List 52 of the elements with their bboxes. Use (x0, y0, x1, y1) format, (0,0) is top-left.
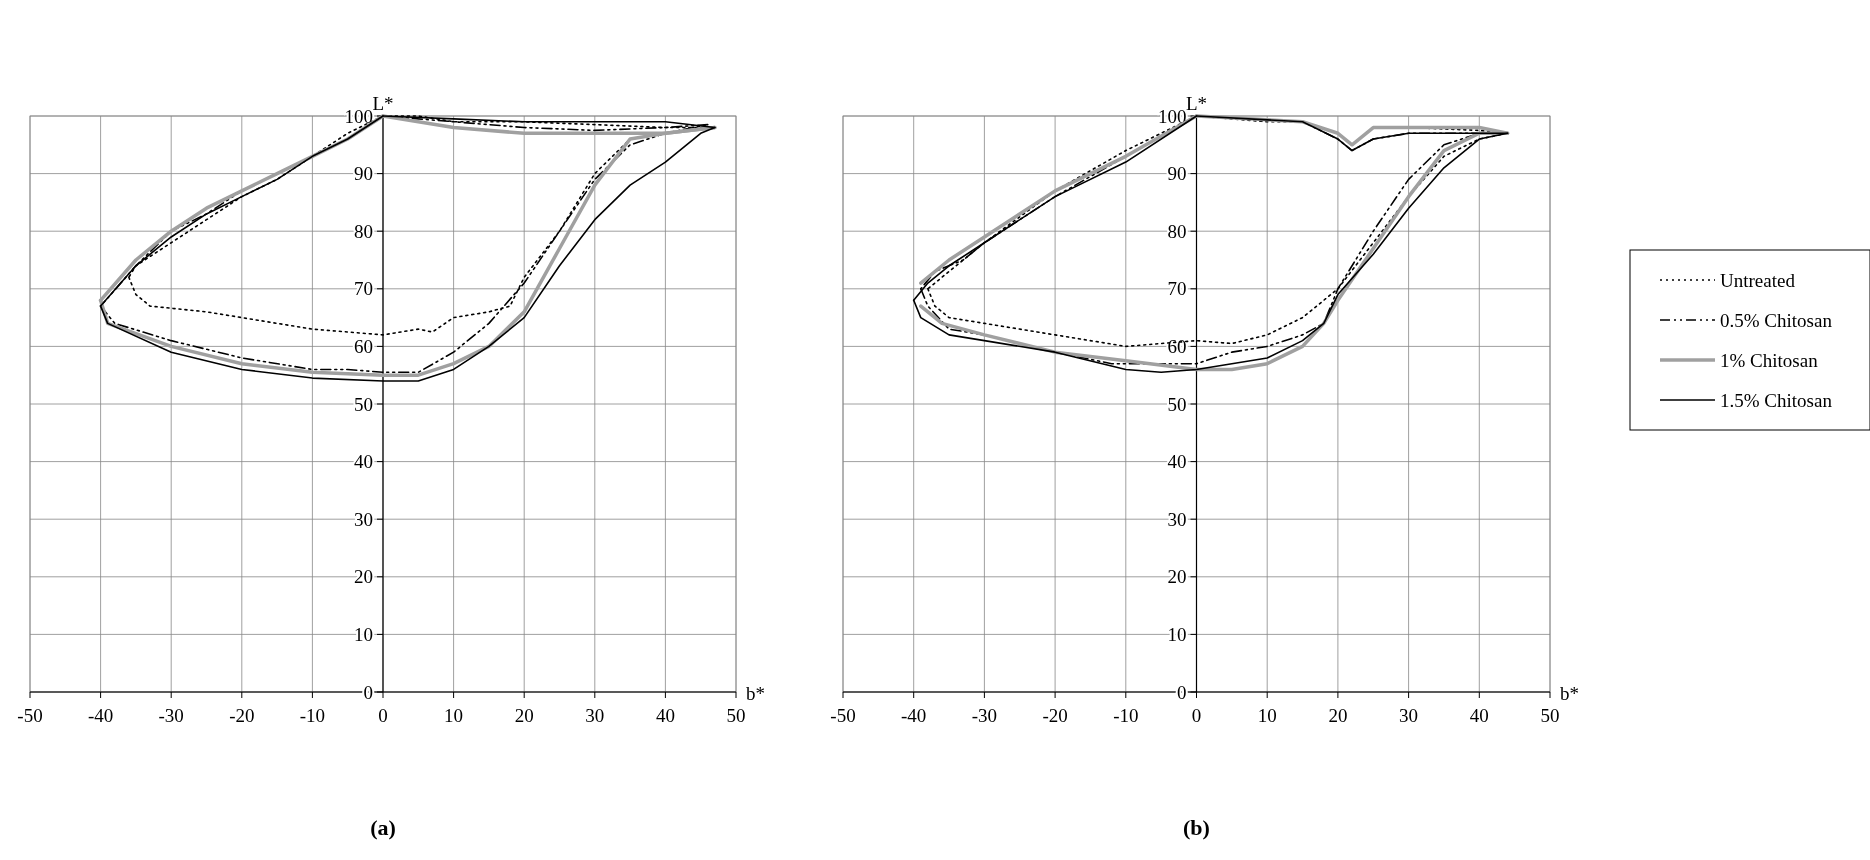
x-tick-label: 10 (1257, 705, 1277, 726)
y-tick-label: 60 (354, 336, 373, 358)
x-tick-label: 30 (1399, 705, 1419, 726)
legend-label: 1% Chitosan (1720, 349, 1819, 371)
y-tick-label: 60 (1167, 336, 1187, 358)
y-tick-label: 30 (1167, 508, 1187, 530)
x-tick-label: 0 (378, 705, 388, 726)
x-tick-label: -40 (901, 705, 927, 726)
y-tick-label: 40 (1167, 451, 1187, 473)
x-tick-label: -30 (158, 705, 184, 726)
y-tick-label: 10 (1167, 624, 1187, 646)
legend-label: 0.5% Chitosan (1720, 309, 1833, 331)
y-tick-label: 90 (1167, 163, 1187, 185)
y-tick-label: 30 (354, 508, 373, 530)
x-tick-label: 50 (726, 705, 746, 726)
y-tick-label: 40 (354, 451, 373, 473)
x-tick-label: 0 (1191, 705, 1202, 726)
x-tick-label: -50 (830, 705, 856, 726)
y-tick-label: 90 (354, 163, 373, 185)
x-tick-label: -30 (971, 705, 998, 726)
legend-label: 1.5% Chitosan (1720, 389, 1833, 411)
x-tick-label: -20 (1042, 705, 1068, 726)
x-tick-label: 40 (655, 705, 675, 726)
x-tick-label: 10 (444, 705, 464, 726)
x-axis-title: b* (746, 683, 765, 704)
y-tick-label: 20 (1167, 566, 1187, 588)
x-tick-label: -10 (299, 705, 326, 726)
x-tick-label: 40 (1469, 705, 1489, 726)
x-tick-label: 20 (514, 705, 534, 726)
x-tick-label: 30 (585, 705, 605, 726)
y-tick-label: 50 (1167, 393, 1187, 415)
x-tick-label: -50 (17, 705, 43, 726)
x-tick-label: 50 (1540, 705, 1560, 726)
y-axis-title: L* (372, 93, 394, 114)
y-tick-label: 70 (354, 278, 373, 300)
y-tick-label: 80 (354, 220, 373, 242)
text: (a) (370, 815, 396, 840)
x-tick-label: 20 (1328, 705, 1348, 726)
y-tick-label: 50 (354, 393, 373, 415)
y-tick-label: 100 (344, 105, 373, 127)
x-tick-label: -20 (229, 705, 255, 726)
x-tick-label: -40 (87, 705, 114, 726)
y-axis-title: L* (1185, 93, 1208, 114)
y-tick-label: 100 (1158, 105, 1187, 127)
y-tick-label: 20 (354, 566, 373, 588)
y-tick-label: 80 (1167, 220, 1187, 242)
x-axis-title: b* (1560, 683, 1579, 704)
text: (b) (1183, 815, 1210, 840)
legend-label: Untreated (1720, 269, 1796, 291)
y-tick-label: 70 (1167, 278, 1187, 300)
y-tick-label: 10 (354, 624, 373, 646)
x-tick-label: -10 (1113, 705, 1139, 726)
